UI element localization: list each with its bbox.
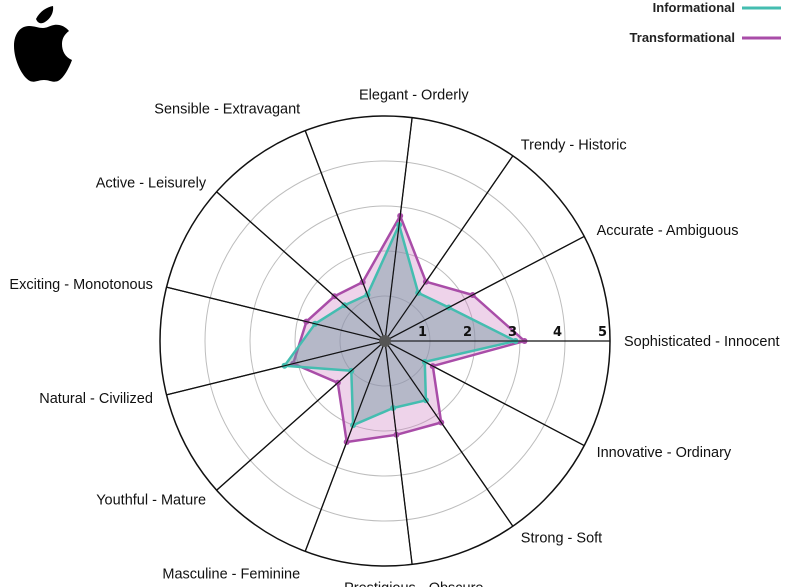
- series-area: [283, 223, 517, 427]
- spoke-overlay: [384, 340, 514, 527]
- axis-label: Strong - Soft: [521, 531, 602, 547]
- axis-labels: Sophisticated - Innocent Accurate - Ambig…: [9, 88, 779, 587]
- tick-label: 5: [598, 325, 607, 340]
- center-hub: [379, 335, 391, 347]
- spoke-overlay: [216, 340, 386, 491]
- legend: Informational Transformational: [630, 0, 781, 45]
- spoke-overlay: [166, 286, 386, 342]
- legend-item-transformational: Transformational: [630, 30, 781, 45]
- axis-label: Trendy - Historic: [521, 137, 627, 153]
- axis-label: Innovative - Ordinary: [597, 445, 732, 461]
- radial-ticks: 1 2 3 4 5: [418, 325, 607, 340]
- series-informational: [281, 221, 519, 429]
- legend-label: Transformational: [630, 30, 735, 45]
- axis-label: Prestigious - Obscure: [344, 580, 483, 587]
- legend-label: Informational: [653, 0, 735, 15]
- spoke-overlay: [384, 235, 585, 342]
- spoke-overlay: [384, 340, 413, 565]
- spoke-overlay: [384, 117, 413, 342]
- radar-series: [166, 117, 610, 565]
- tick-label: 1: [418, 325, 427, 340]
- axis-label: Natural - Civilized: [39, 391, 153, 407]
- tick-label: 2: [463, 325, 472, 340]
- spoke-overlay: [384, 340, 585, 447]
- axis-label: Sophisticated - Innocent: [624, 334, 780, 350]
- spoke-overlay: [384, 155, 514, 342]
- apple-icon: [14, 6, 72, 82]
- axis-label: Masculine - Feminine: [162, 567, 300, 583]
- tick-label: 3: [508, 325, 517, 340]
- axis-label: Exciting - Monotonous: [9, 277, 152, 293]
- axis-label: Sensible - Extravagant: [154, 102, 300, 118]
- spoke-overlay: [216, 191, 386, 342]
- legend-item-informational: Informational: [653, 0, 781, 15]
- spoke-overlay: [304, 340, 386, 552]
- spoke-overlay: [304, 130, 386, 342]
- axis-label: Youthful - Mature: [96, 493, 206, 509]
- tick-label: 4: [553, 325, 562, 340]
- axis-label: Elegant - Orderly: [359, 88, 469, 104]
- spoke-overlay: [166, 340, 386, 396]
- axis-label: Active - Leisurely: [96, 176, 207, 192]
- axis-label: Accurate - Ambiguous: [597, 223, 739, 239]
